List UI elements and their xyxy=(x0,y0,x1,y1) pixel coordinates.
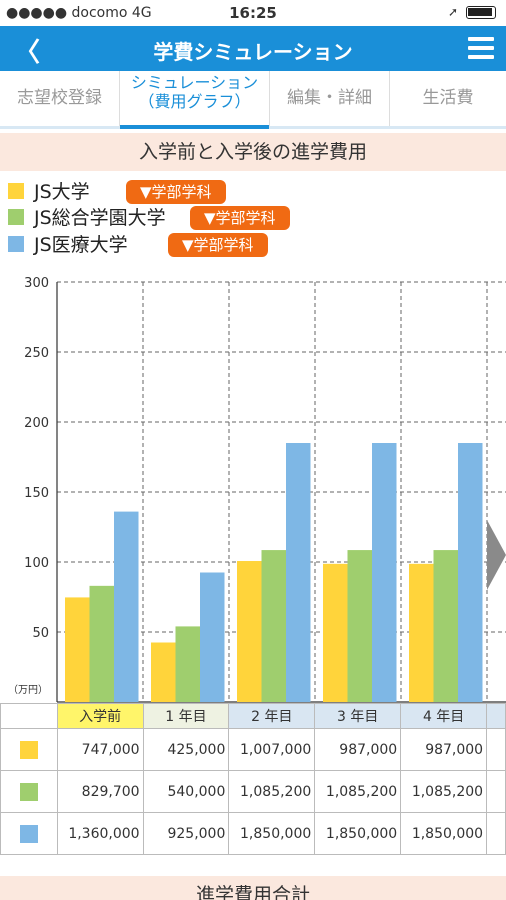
legend-label: JS大学 xyxy=(34,181,90,203)
table-cell: 1,850,000 xyxy=(314,812,402,855)
row-swatch xyxy=(0,770,58,813)
back-button[interactable]: 〈 xyxy=(14,38,41,68)
legend-swatch xyxy=(8,209,24,225)
table-header-overflow xyxy=(486,703,506,729)
table-cell: 1,007,000 xyxy=(228,728,316,771)
legend-swatch xyxy=(8,183,24,199)
y-tick-label: 150 xyxy=(24,486,49,501)
bar-3-入学前 xyxy=(114,511,139,702)
table-cell: 1,085,200 xyxy=(400,770,488,813)
table-cell: 829,700 xyxy=(56,770,144,813)
bar-3-3年目 xyxy=(372,443,397,702)
legend-label: JS総合学園大学 xyxy=(34,207,166,229)
bar-1-3年目 xyxy=(323,563,348,702)
y-tick-label: 100 xyxy=(24,556,49,571)
bar-2-入学前 xyxy=(89,585,114,702)
table-header-cell: 4 年目 xyxy=(400,703,488,729)
bar-3-2年目 xyxy=(286,443,311,702)
bar-1-4年目 xyxy=(409,563,434,702)
cost-table: 入学前 1 年目 2 年目 3 年目 4 年目 747,000 425,000 … xyxy=(0,703,506,855)
section-title: 入学前と入学後の進学費用 xyxy=(0,133,506,171)
battery-icon xyxy=(466,6,496,19)
table-header-cell: 1 年目 xyxy=(142,703,230,729)
table-header-cell: 3 年目 xyxy=(314,703,402,729)
table-header-cell: 入学前 xyxy=(56,703,144,729)
cost-bar-chart: 300 250 200 150 100 50 （万円） xyxy=(8,276,506,703)
table-cell: 987,000 xyxy=(400,728,488,771)
bar-2-3年目 xyxy=(347,550,372,702)
bar-1-入学前 xyxy=(65,597,90,702)
y-tick-label: 50 xyxy=(32,626,49,641)
tab-simulation-graph[interactable]: シミュレーション （費用グラフ） xyxy=(120,71,270,129)
table-cell: 1,085,200 xyxy=(228,770,316,813)
tab-label-line1: シミュレーション xyxy=(130,73,259,92)
legend-item-js-university: JS大学 ▼学部学科 xyxy=(8,180,498,204)
table-cell: 925,000 xyxy=(142,812,230,855)
faculty-dropdown-button[interactable]: ▼学部学科 xyxy=(168,233,268,257)
clock-time: 16:25 xyxy=(229,4,277,22)
bar-3-1年目 xyxy=(200,572,225,702)
legend-item-js-medical: JS医療大学 ▼学部学科 xyxy=(8,233,498,257)
table-cell: 747,000 xyxy=(56,728,144,771)
bar-2-4年目 xyxy=(433,550,458,702)
faculty-dropdown-button[interactable]: ▼学部学科 xyxy=(190,206,290,230)
tab-label-line2: （費用グラフ） xyxy=(138,92,251,111)
table-cell-overflow xyxy=(486,728,506,771)
bar-1-1年目 xyxy=(151,642,176,702)
tab-edit-details[interactable]: 編集・詳細 xyxy=(270,71,390,126)
table-row: 829,700 540,000 1,085,200 1,085,200 1,08… xyxy=(0,770,506,813)
faculty-dropdown-button[interactable]: ▼学部学科 xyxy=(126,180,226,204)
bar-2-2年目 xyxy=(261,550,286,702)
y-tick-label: 200 xyxy=(24,416,49,431)
table-cell: 540,000 xyxy=(142,770,230,813)
location-arrow-icon: ➚ xyxy=(447,5,458,19)
table-cell: 425,000 xyxy=(142,728,230,771)
legend-swatch xyxy=(8,236,24,252)
table-cell: 1,850,000 xyxy=(228,812,316,855)
y-tick-label: 300 xyxy=(24,276,49,291)
table-header-row: 入学前 1 年目 2 年目 3 年目 4 年目 xyxy=(0,703,506,729)
chart-bars xyxy=(65,443,483,702)
table-row: 1,360,000 925,000 1,850,000 1,850,000 1,… xyxy=(0,812,506,855)
tab-living-costs[interactable]: 生活費 xyxy=(390,71,506,126)
status-bar: ●●●●● docomo 4G 16:25 ➚ xyxy=(0,0,506,26)
row-swatch xyxy=(0,812,58,855)
tab-label: 生活費 xyxy=(422,88,474,108)
tab-label: 志望校登録 xyxy=(17,88,102,108)
nav-bar: 〈 学費シミュレーション xyxy=(0,26,506,71)
tab-label: 編集・詳細 xyxy=(287,88,372,108)
table-cell: 1,850,000 xyxy=(400,812,488,855)
table-header-blank xyxy=(0,703,58,729)
next-arrow-icon[interactable] xyxy=(487,520,506,590)
bar-3-4年目 xyxy=(458,443,483,702)
table-header-cell: 2 年目 xyxy=(228,703,316,729)
y-tick-label: 250 xyxy=(24,346,49,361)
table-row: 747,000 425,000 1,007,000 987,000 987,00… xyxy=(0,728,506,771)
bar-1-2年目 xyxy=(237,561,262,702)
hamburger-menu-icon[interactable] xyxy=(468,37,494,61)
carrier-label: ●●●●● docomo 4G xyxy=(6,5,152,21)
tab-school-registration[interactable]: 志望校登録 xyxy=(0,71,120,126)
table-cell: 987,000 xyxy=(314,728,402,771)
y-unit-label: （万円） xyxy=(8,684,48,696)
page-title: 学費シミュレーション xyxy=(153,40,353,64)
tab-bar: 志望校登録 シミュレーション （費用グラフ） 編集・詳細 生活費 xyxy=(0,71,506,129)
table-cell-overflow xyxy=(486,812,506,855)
table-cell: 1,360,000 xyxy=(56,812,144,855)
table-cell: 1,085,200 xyxy=(314,770,402,813)
legend-item-js-sogo-gakuen: JS総合学園大学 ▼学部学科 xyxy=(8,206,498,230)
bar-2-1年目 xyxy=(175,626,200,702)
legend-label: JS医療大学 xyxy=(34,234,128,256)
total-cost-section-title: 進学費用合計 xyxy=(0,876,506,900)
table-cell-overflow xyxy=(486,770,506,813)
row-swatch xyxy=(0,728,58,771)
